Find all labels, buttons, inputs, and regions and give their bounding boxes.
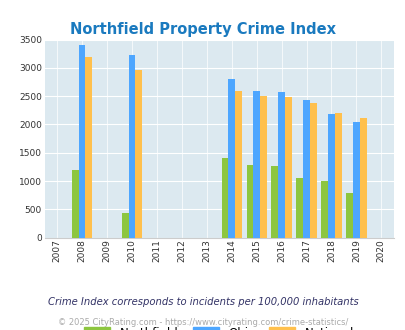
Legend: Northfield, Ohio, National: Northfield, Ohio, National [84,327,353,330]
Bar [128,55,135,238]
Bar [277,92,284,238]
Bar [303,100,309,238]
Bar [359,118,366,238]
Bar [246,165,253,238]
Bar [122,213,128,238]
Bar [234,90,241,238]
Bar [79,45,85,238]
Bar [352,122,359,238]
Bar [259,96,266,238]
Text: Northfield Property Crime Index: Northfield Property Crime Index [70,22,335,37]
Bar [296,178,303,238]
Bar [221,158,228,238]
Bar [321,181,327,238]
Bar [334,113,341,238]
Bar [228,79,234,238]
Bar [72,170,79,238]
Text: © 2025 CityRating.com - https://www.cityrating.com/crime-statistics/: © 2025 CityRating.com - https://www.city… [58,318,347,327]
Text: Crime Index corresponds to incidents per 100,000 inhabitants: Crime Index corresponds to incidents per… [47,297,358,307]
Bar [135,70,142,238]
Bar [309,103,316,238]
Bar [345,193,352,238]
Bar [85,56,92,238]
Bar [284,97,291,238]
Bar [327,114,334,238]
Bar [253,90,259,238]
Bar [271,166,277,238]
